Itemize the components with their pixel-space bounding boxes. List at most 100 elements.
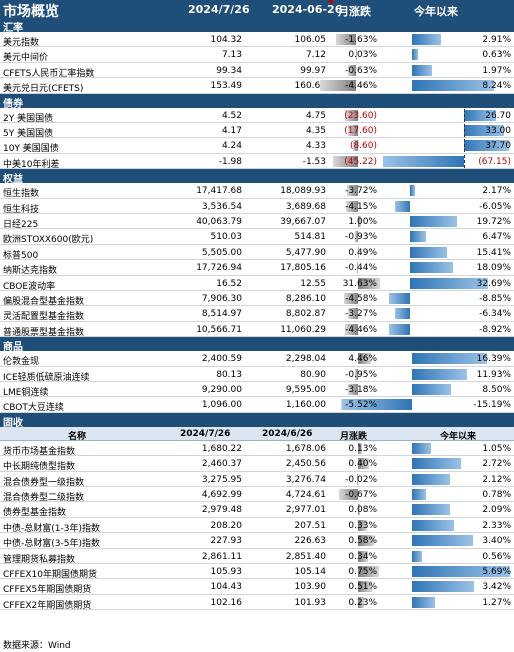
ytd-value: 19.72% bbox=[476, 217, 511, 227]
ytd-bar bbox=[412, 353, 488, 365]
ytd-value: 0.56% bbox=[482, 551, 511, 562]
ytd-bar bbox=[410, 277, 489, 289]
value-previous: 2,977.01 bbox=[285, 505, 326, 516]
ytd-bar bbox=[464, 125, 504, 136]
value-previous: 4.75 bbox=[305, 110, 326, 121]
ytd-bar bbox=[412, 384, 452, 395]
ytd-bar bbox=[410, 231, 426, 243]
ytd-bar bbox=[410, 246, 447, 258]
monthly-change-value: -1.63% bbox=[345, 35, 377, 45]
monthly-change-value: -0.67% bbox=[345, 490, 377, 500]
row-name: 货币市场基金指数 bbox=[3, 446, 76, 457]
value-current: 105.93 bbox=[210, 567, 243, 577]
ytd-bar bbox=[383, 155, 464, 167]
ytd-bar bbox=[388, 293, 410, 304]
ytd-bar bbox=[412, 34, 442, 45]
monthly-change-value: -4.58% bbox=[345, 294, 377, 304]
row-name: 中债-总财富(3-5年)指数 bbox=[3, 539, 100, 550]
ytd-value: 18.09% bbox=[476, 263, 511, 274]
ytd-bar bbox=[412, 504, 450, 516]
value-previous: 2,450.56 bbox=[285, 459, 326, 470]
value-previous: 4.33 bbox=[305, 141, 326, 152]
value-current: 3,275.95 bbox=[201, 474, 242, 485]
monthly-change-bar bbox=[345, 109, 358, 121]
ytd-bar bbox=[412, 64, 432, 76]
value-previous: 99.97 bbox=[300, 65, 326, 76]
ytd-value: 0.63% bbox=[482, 50, 511, 61]
monthly-change-bar bbox=[358, 458, 370, 470]
monthly-change-value: -0.63% bbox=[345, 65, 377, 76]
row-name: 欧洲STOXX600(欧元) bbox=[3, 235, 94, 246]
column-header-row: 名称 2024/7/26 2024/6/26 月涨跌 今年以来 bbox=[0, 426, 514, 442]
table-row: 标普500 5,505.00 5,477.90 0.49% 15.41% bbox=[0, 245, 514, 261]
monthly-change-value: 0.40% bbox=[348, 459, 377, 470]
monthly-change-value: -0.95% bbox=[345, 369, 377, 380]
value-current: 4,692.99 bbox=[201, 490, 242, 500]
row-name: ICE轻质低硫原油连续 bbox=[3, 372, 90, 383]
monthly-change-bar bbox=[355, 231, 358, 243]
row-name: 2Y 美国国债 bbox=[3, 113, 54, 124]
column-header: 今年以来 bbox=[440, 431, 477, 442]
ytd-value: 2.12% bbox=[482, 474, 511, 485]
monthly-change-bar bbox=[358, 519, 368, 531]
table-header: 市场概览 2024/7/26 2024-06-26 月涨跌 今年以来 bbox=[0, 0, 514, 20]
table-row: 混合债券型二级指数 4,692.99 4,724.61 -0.67% 0.78% bbox=[0, 487, 514, 503]
value-current: 16.52 bbox=[216, 278, 242, 289]
monthly-change-value: (17.60) bbox=[344, 126, 377, 136]
ytd-value: 37.70 bbox=[485, 141, 511, 152]
value-previous: 5,477.90 bbox=[285, 247, 326, 258]
value-previous: 9,595.00 bbox=[285, 385, 326, 395]
monthly-change-value: 0.13% bbox=[348, 443, 377, 454]
ytd-bar bbox=[412, 80, 495, 92]
section-header: 固收 bbox=[0, 412, 514, 429]
column-header: 2024/6/26 bbox=[262, 428, 313, 439]
monthly-change-value: -5.52% bbox=[345, 400, 377, 411]
value-previous: 105.14 bbox=[294, 567, 327, 577]
ytd-value: 2.09% bbox=[482, 505, 511, 516]
row-name: CFFEX10年期国债期货 bbox=[3, 570, 97, 580]
ytd-bar bbox=[412, 550, 423, 562]
table-row: 中债-总财富(3-5年)指数 227.93 226.63 0.58% 3.40% bbox=[0, 533, 514, 550]
ytd-bar bbox=[412, 519, 454, 531]
header-date-previous: 2024-06-26 bbox=[272, 3, 343, 16]
value-previous: 4,724.61 bbox=[285, 490, 326, 500]
monthly-change-value: 0.34% bbox=[348, 551, 377, 562]
row-name: 混合债券型一级指数 bbox=[3, 477, 85, 488]
ytd-bar bbox=[412, 489, 427, 500]
ytd-bar bbox=[410, 185, 416, 197]
monthly-change-bar bbox=[358, 277, 380, 289]
ytd-value: 0.78% bbox=[482, 490, 511, 500]
value-previous: 8,286.10 bbox=[285, 294, 326, 304]
table-row: 中长期纯债型指数 2,460.37 2,450.56 0.40% 2.72% bbox=[0, 456, 514, 473]
ytd-bar bbox=[464, 109, 497, 121]
monthly-change-bar bbox=[358, 442, 362, 454]
ytd-bar bbox=[410, 216, 458, 227]
ytd-value: 16.39% bbox=[476, 354, 511, 365]
value-previous: 103.90 bbox=[294, 582, 327, 593]
section-header: 商品 bbox=[0, 337, 514, 353]
value-current: 2,861.11 bbox=[201, 551, 242, 562]
table-row: 货币市场基金指数 1,680.22 1,678.06 0.13% 1.05% bbox=[0, 441, 514, 457]
row-name: 中长期纯债型指数 bbox=[3, 462, 76, 473]
monthly-change-value: -4.15% bbox=[345, 201, 377, 212]
row-name: 普通股票型基金指数 bbox=[3, 327, 85, 338]
zero-axis-line bbox=[464, 139, 465, 153]
value-current: 2,460.37 bbox=[201, 459, 242, 470]
monthly-change-bar bbox=[344, 323, 358, 335]
ytd-value: -8.92% bbox=[479, 324, 511, 335]
value-current: 102.16 bbox=[210, 597, 243, 608]
table-row: 债券型基金指数 2,979.48 2,977.01 0.08% 2.09% bbox=[0, 502, 514, 518]
ytd-value: 11.93% bbox=[476, 369, 511, 380]
section-label: 汇率 bbox=[3, 23, 23, 34]
value-previous: 106.05 bbox=[294, 35, 327, 45]
marker-icon bbox=[328, 0, 333, 5]
value-current: -1.98 bbox=[218, 156, 242, 167]
monthly-change-bar bbox=[348, 308, 358, 320]
ytd-value: 2.72% bbox=[482, 459, 511, 470]
row-name: 混合债券型二级指数 bbox=[3, 493, 85, 503]
monthly-change-value: -3.27% bbox=[345, 309, 377, 320]
row-name: 中美10年利差 bbox=[3, 159, 60, 170]
ytd-bar bbox=[412, 566, 510, 577]
monthly-change-bar bbox=[355, 368, 358, 380]
monthly-change-bar bbox=[339, 489, 358, 500]
